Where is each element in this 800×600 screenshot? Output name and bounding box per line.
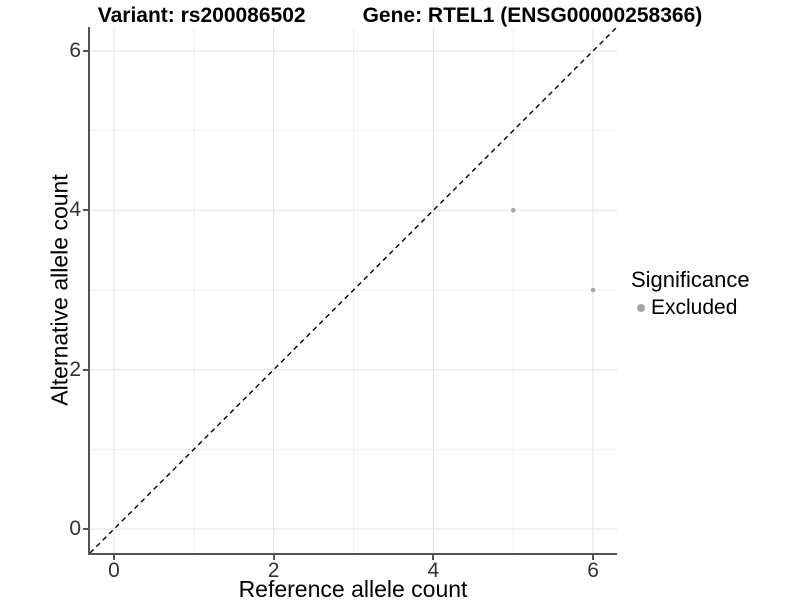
legend-point-icon <box>637 304 645 312</box>
x-tick-label: 2 <box>267 559 280 582</box>
x-tick-label: 6 <box>587 559 599 582</box>
legend-item-excluded: Excluded <box>631 296 750 320</box>
x-tick-mark <box>272 555 275 560</box>
x-tick-mark <box>432 555 435 560</box>
title-gene: Gene: RTEL1 (ENSG00000258366) <box>362 4 703 27</box>
identity-dashed-line <box>90 27 617 553</box>
y-tick-label: 0 <box>69 517 81 541</box>
legend: Significance Excluded <box>631 267 750 320</box>
y-tick-mark <box>83 209 88 212</box>
x-tick-label: 4 <box>427 559 440 582</box>
x-tick-mark <box>592 555 595 560</box>
x-tick-label: 0 <box>108 559 120 582</box>
title-variant: Variant: rs200086502 <box>97 4 306 27</box>
plot-panel <box>88 27 617 555</box>
y-tick-mark <box>83 368 88 371</box>
x-tick-mark <box>112 555 115 560</box>
y-tick-label: 2 <box>69 357 81 381</box>
y-tick-label: 6 <box>69 38 81 62</box>
y-tick-mark <box>83 49 88 52</box>
plot-area <box>90 27 617 553</box>
data-point <box>510 208 516 213</box>
y-tick-label: 4 <box>69 198 81 222</box>
legend-item-label: Excluded <box>651 296 738 319</box>
data-point <box>590 287 596 293</box>
y-tick-mark <box>83 528 88 531</box>
legend-title: Significance <box>631 267 750 292</box>
x-axis-title: Reference allele count <box>238 576 468 600</box>
plot-title: Variant: rs200086502 Gene: RTEL1 (ENSG00… <box>0 4 800 28</box>
